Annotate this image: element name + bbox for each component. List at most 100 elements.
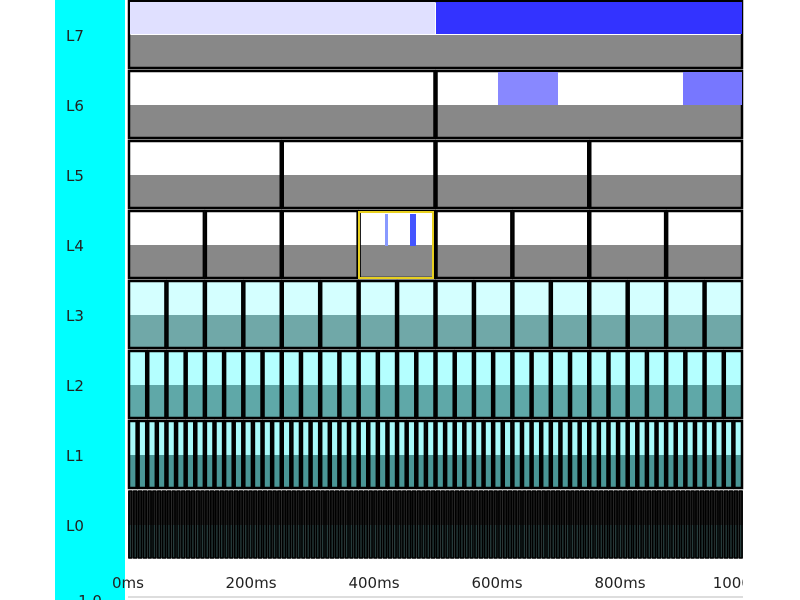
segment-bottom [714,525,719,558]
segment-bottom [180,525,186,558]
segment-border [589,490,594,559]
segment-top [570,421,580,455]
segment-border [493,490,498,559]
segment-bottom [300,525,306,558]
segment-bottom [517,525,522,558]
segment-top [493,351,513,385]
segment-top [435,491,441,525]
segment-border [291,490,296,559]
segment-top [694,491,700,525]
segment-border [354,490,359,559]
segment-border [454,349,475,420]
segment-bottom [435,455,446,488]
segment-top [387,421,398,455]
segment-top [416,491,422,525]
segment-border [512,490,517,559]
segment-bottom [252,525,258,558]
segment-bottom [204,385,225,418]
segment-bottom [224,385,244,418]
segment-bottom [685,525,691,558]
segment-top [147,491,153,525]
segment-border [306,490,311,559]
segment-border [204,279,244,350]
segment-bottom [704,385,724,418]
segment-border [550,419,561,490]
segment-top [392,491,398,525]
segment-border [435,490,441,559]
segment-bottom [618,455,628,488]
segment-top [185,351,205,385]
segment-bottom [560,525,566,558]
segment-border [531,419,542,490]
segment-top [733,421,743,455]
segment-top [666,491,671,525]
segment-border [603,490,609,559]
segment-bottom [675,455,686,488]
segment-bottom [589,525,595,558]
range-mark [683,72,742,105]
segment-bottom [406,455,417,488]
segment-top [132,491,138,525]
segment-top [243,281,282,315]
segment-border [339,349,359,420]
segment-top [512,351,532,385]
segment-bottom [243,525,249,558]
segment-top [397,421,407,455]
segment-top [358,491,364,525]
segment-bottom [171,525,177,558]
segment-bottom [435,105,743,138]
segment-border [281,349,302,420]
segment-border [560,419,571,490]
segment-border [267,490,272,559]
segment-border [127,419,138,490]
segment-bottom [291,455,301,488]
segment-border [575,490,580,559]
segment-border [204,209,282,280]
segment-top [517,491,522,525]
segment-top [560,421,571,455]
segment-bottom [694,525,700,558]
segment-top [694,421,705,455]
segment-border [565,490,570,559]
segment-bottom [473,315,513,348]
segment-bottom [521,525,527,558]
segment-border [319,279,359,350]
segment-top [507,491,513,525]
segment-top [204,491,210,525]
segment-top [718,491,724,525]
segment-bottom [334,525,340,558]
segment-border [127,349,148,420]
segment-border [190,490,196,559]
segment-bottom [550,315,590,348]
segment-border [166,490,171,559]
segment-bottom [233,525,239,558]
segment-border [435,349,455,420]
segment-border [651,490,657,559]
segment-border [584,490,589,559]
segment-border [685,490,690,559]
segment-top [406,421,417,455]
segment-bottom [632,525,638,558]
segment-top [267,491,273,525]
segment-top [531,351,551,385]
segment-top [425,491,431,525]
segment-top [608,491,614,525]
segment-bottom [128,385,148,418]
segment-top [281,141,436,175]
segment-border [541,490,546,559]
segment-top [310,421,321,455]
segment-bottom [666,245,743,278]
segment-bottom [594,525,599,558]
level-row [127,279,744,350]
segment-top [521,491,527,525]
segment-border [527,490,532,559]
segment-bottom [449,525,455,558]
segment-bottom [387,455,398,488]
segment-top [632,491,638,525]
segment-bottom [339,385,359,418]
segment-border [569,349,590,420]
segment-bottom [128,35,743,68]
segment-top [334,491,340,525]
selection-box [358,211,434,279]
segment-border [416,490,421,559]
